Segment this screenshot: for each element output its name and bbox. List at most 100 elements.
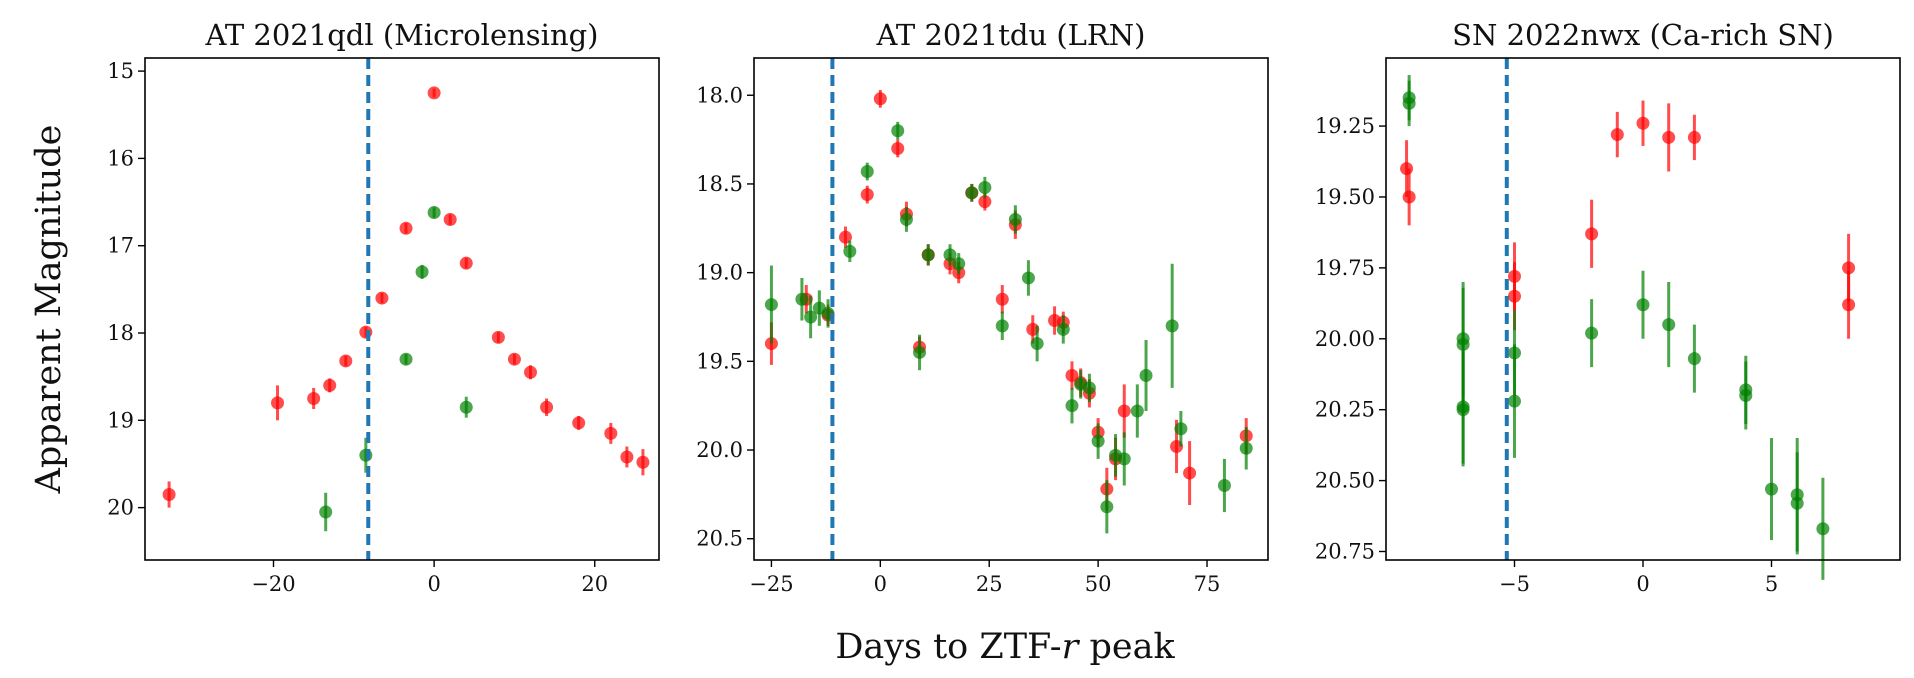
r-band-point [1183, 466, 1197, 480]
y-tick-label: 18.0 [696, 83, 743, 107]
x-tick-label: 0 [874, 572, 887, 596]
r-band-point [1585, 227, 1599, 241]
panel-title: SN 2022nwx (Ca-rich SN) [1452, 18, 1834, 52]
y-tick-label: 19.5 [696, 349, 743, 373]
r-band-point [1508, 289, 1521, 303]
g-band-point [1165, 319, 1179, 333]
x-tick-label: 5 [1765, 572, 1778, 596]
g-band-point [1082, 381, 1096, 395]
g-band-point [1117, 452, 1131, 466]
g-band-point [1139, 369, 1153, 383]
x-tick-label: 20 [581, 572, 608, 596]
x-tick-label: 50 [1085, 572, 1112, 596]
g-band-point [1100, 500, 1114, 514]
g-band-point [795, 292, 809, 306]
x-tick-label: 25 [976, 572, 1003, 596]
r-band-point [604, 426, 618, 440]
r-band-point [524, 365, 537, 379]
r-band-point [838, 230, 852, 244]
g-band-series [764, 121, 1253, 534]
g-band-point [399, 352, 413, 366]
x-tick-label: −25 [749, 572, 793, 596]
g-band-point [943, 248, 957, 262]
r-band-point [873, 92, 887, 106]
y-tick-label: 15 [107, 59, 134, 83]
g-band-point [1030, 337, 1044, 351]
r-band-series [1400, 100, 1856, 339]
g-band-point [1739, 389, 1753, 403]
x-tick-label: 0 [1636, 572, 1649, 596]
y-tick-label: 19 [107, 408, 134, 432]
r-band-point [323, 378, 337, 392]
g-band-point [913, 345, 927, 359]
g-band-point [1456, 337, 1470, 351]
y-tick-label: 19.25 [1315, 114, 1375, 138]
r-band-point [443, 213, 457, 227]
g-band-series [1402, 75, 1830, 580]
panel-3: SN 2022nwx (Ca-rich SN) −5 0 5 19.25 19.50 19.… [1315, 18, 1901, 596]
g-band-point [1585, 326, 1599, 340]
r-band-series [162, 86, 650, 508]
r-band-point [427, 86, 441, 100]
g-band-point [1021, 271, 1035, 285]
g-band-point [1402, 96, 1416, 110]
y-tick-label: 16 [107, 146, 134, 170]
y-tick-label: 20.50 [1315, 469, 1375, 493]
g-band-point [1790, 488, 1804, 502]
r-band-point [162, 488, 176, 502]
plot-frame [753, 57, 1269, 561]
g-band-point [978, 180, 992, 194]
x-axis-label-tail: peak [1078, 627, 1175, 667]
plot-frame [1385, 57, 1901, 561]
r-band-point [307, 391, 321, 405]
g-band-point [1008, 212, 1022, 226]
r-band-series [764, 89, 1253, 511]
panel-2: AT 2021tdu (LRN) −25 0 25 50 75 18.0 18.5 19.0 19… [696, 18, 1269, 596]
r-band-point [339, 354, 353, 368]
y-tick-label: 18.5 [696, 172, 743, 196]
r-band-point [1842, 298, 1856, 312]
r-band-point [1687, 130, 1701, 144]
y-tick-label: 20.75 [1315, 539, 1375, 563]
r-band-point [1610, 128, 1624, 142]
y-tick-label: 20.00 [1315, 327, 1375, 351]
g-band-point [1636, 298, 1650, 312]
r-band-point [636, 455, 650, 469]
y-tick-label: 19.0 [696, 261, 743, 285]
x-tick-label: −5 [1499, 572, 1530, 596]
g-band-point [804, 310, 818, 324]
panels: AT 2021qdl (Microlensing) −20 0 20 15 16 17 18 1… [107, 18, 1901, 596]
r-band-point [399, 221, 413, 235]
g-band-point [1456, 403, 1470, 417]
r-band-point [359, 325, 373, 339]
g-band-point [1687, 352, 1701, 366]
panel-title: AT 2021tdu (LRN) [876, 18, 1146, 52]
r-band-point [891, 141, 905, 155]
g-band-point [965, 186, 979, 200]
r-band-point [271, 396, 285, 410]
g-band-point [891, 124, 905, 138]
x-tick-label: 0 [427, 572, 440, 596]
y-tick-label: 20.25 [1315, 398, 1375, 422]
g-band-point [1816, 522, 1830, 536]
x-tick-label: 75 [1194, 572, 1221, 596]
g-band-point [1765, 482, 1778, 496]
g-band-point [1217, 478, 1231, 492]
x-axis-label: Days to ZTF-r peak [835, 627, 1175, 667]
r-band-point [1662, 130, 1676, 144]
y-tick-label: 19.50 [1315, 185, 1375, 209]
panel-title: AT 2021qdl (Microlensing) [204, 18, 598, 52]
g-band-point [952, 257, 966, 271]
y-tick-label: 17 [107, 234, 134, 258]
r-band-point [507, 352, 521, 366]
g-band-point [1174, 422, 1188, 436]
g-band-point [1508, 394, 1521, 408]
r-band-point [459, 256, 473, 270]
g-band-point [860, 165, 874, 179]
g-band-point [1091, 434, 1105, 448]
r-band-point [1400, 162, 1414, 176]
r-band-point [1636, 116, 1650, 130]
y-axis-label: Apparent Magnitude [29, 125, 69, 495]
r-band-point [1402, 190, 1416, 204]
